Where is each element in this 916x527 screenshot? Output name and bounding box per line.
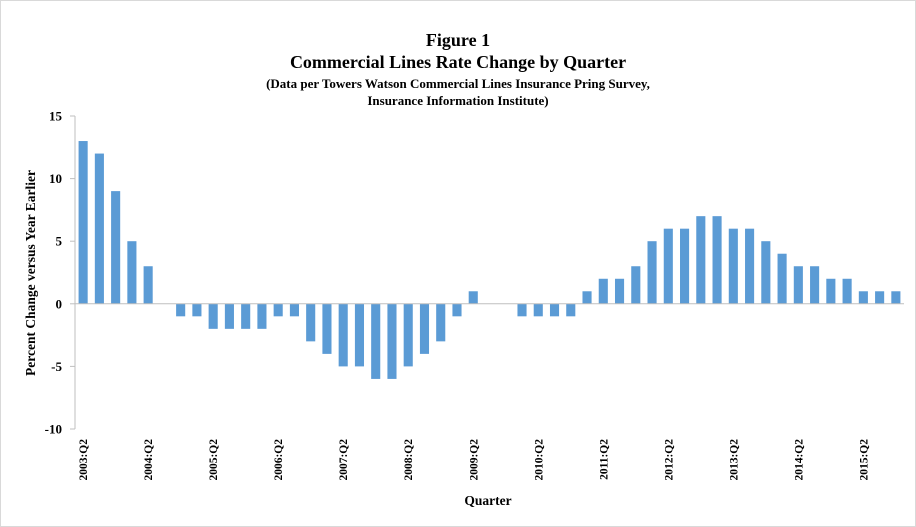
- x-axis: 2003:Q2 2004:Q2 2005:Q2 2006:Q2 2007:Q2 2008:…: [75, 303, 904, 481]
- chart-source-line-2: Insurance Information Institute): [367, 93, 549, 108]
- bar: [306, 303, 316, 342]
- bar: [793, 266, 803, 304]
- bar: [208, 303, 218, 329]
- chart-title-block: Figure 1 Commercial Lines Rate Change by…: [1, 30, 915, 109]
- bar: [143, 266, 153, 304]
- y-tick-label: 15: [49, 109, 63, 124]
- bar: [127, 241, 137, 304]
- bar: [598, 278, 608, 304]
- bar: [875, 291, 885, 304]
- y-tick-label: 5: [56, 234, 63, 249]
- bar: [712, 216, 722, 304]
- bar: [631, 266, 641, 304]
- bar: [452, 303, 462, 317]
- bar: [728, 228, 738, 304]
- bar: [436, 303, 446, 342]
- bar: [192, 303, 202, 317]
- bar: [680, 228, 690, 304]
- bar: [111, 191, 121, 304]
- x-tick-label: 2007:Q2: [338, 439, 350, 481]
- bar: [78, 141, 88, 304]
- chart-source-line-1: (Data per Towers Watson Commercial Lines…: [266, 76, 650, 91]
- x-tick-label: 2004:Q2: [143, 439, 155, 481]
- bar: [761, 241, 771, 304]
- bar: [468, 291, 478, 304]
- bar: [387, 303, 397, 379]
- bar: [289, 303, 299, 317]
- bar: [338, 303, 348, 367]
- x-tick-label: 2003:Q2: [78, 439, 90, 481]
- bar: [257, 303, 267, 329]
- bar: [224, 303, 234, 329]
- bar: [566, 303, 576, 317]
- bar: [241, 303, 251, 329]
- bar: [176, 303, 186, 317]
- x-tick-label: 2012:Q2: [663, 439, 675, 481]
- bar: [419, 303, 430, 354]
- y-tick-label: -5: [51, 359, 62, 374]
- y-axis-title: Percent Change versus Year Earlier: [23, 170, 38, 376]
- bar: [826, 278, 836, 304]
- x-tick-label: 2015:Q2: [858, 439, 870, 481]
- bar: [94, 153, 104, 304]
- bar: [533, 303, 543, 317]
- bar: [354, 303, 365, 367]
- x-tick-label: 2013:Q2: [728, 439, 740, 481]
- x-tick-label: 2006:Q2: [273, 439, 285, 481]
- bar: [663, 228, 673, 304]
- bar: [582, 291, 592, 304]
- bar: [858, 291, 868, 304]
- bar: [810, 266, 820, 304]
- x-tick-label: 2008:Q2: [403, 439, 415, 481]
- y-tick-label: 10: [49, 171, 62, 186]
- bar: [517, 303, 527, 317]
- x-tick-label: 2009:Q2: [468, 439, 480, 481]
- bar: [273, 303, 283, 317]
- bar: [842, 278, 852, 304]
- chart-title: Figure 1: [425, 30, 491, 50]
- y-tick-label: 0: [56, 296, 63, 311]
- bar: [614, 278, 625, 304]
- x-tick-label: 2005:Q2: [208, 439, 220, 481]
- bar: [403, 303, 413, 367]
- x-tick-label: 2010:Q2: [533, 439, 545, 481]
- x-tick-label: 2011:Q2: [598, 439, 610, 480]
- bar: [322, 303, 332, 354]
- bar: [549, 303, 560, 317]
- y-axis: 15 10 5 0 -5 -10: [45, 109, 76, 437]
- bar: [647, 241, 657, 304]
- bar: [777, 253, 787, 304]
- bars: [78, 141, 901, 379]
- bar: [891, 291, 901, 304]
- x-tick-label: 2014:Q2: [793, 439, 805, 481]
- y-tick-label: -10: [45, 422, 62, 437]
- bar: [745, 228, 755, 304]
- x-axis-title: Quarter: [464, 493, 511, 508]
- chart-subtitle: Commercial Lines Rate Change by Quarter: [289, 52, 627, 72]
- bar: [696, 216, 706, 304]
- bar: [371, 303, 381, 379]
